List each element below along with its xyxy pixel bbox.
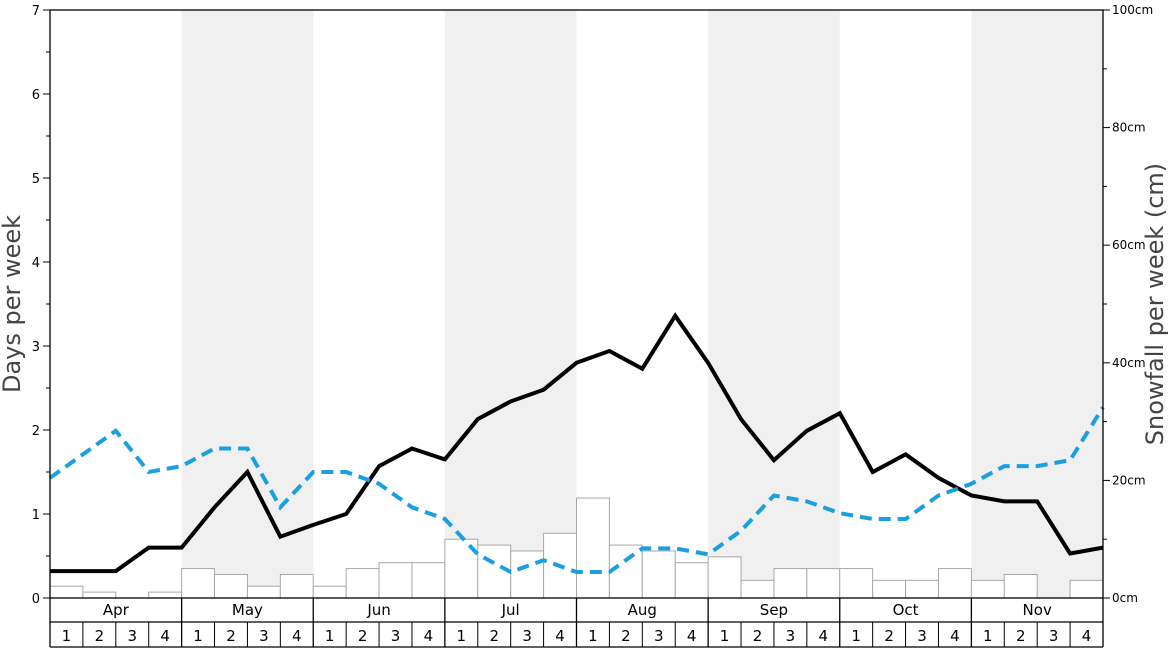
snowfall-bar	[411, 562, 446, 599]
week-label: 3	[786, 627, 796, 645]
snowfall-bar	[970, 579, 1005, 599]
month-band	[971, 10, 1103, 598]
snowfall-bar	[510, 550, 545, 599]
snowfall-bar	[312, 585, 347, 599]
snowfall-bar	[49, 585, 84, 599]
week-label: 4	[950, 627, 960, 645]
snowfall-bar	[279, 573, 314, 599]
month-band	[708, 10, 840, 598]
month-label: Apr	[103, 601, 130, 619]
snowfall-bars	[49, 497, 1104, 599]
month-label: Jun	[366, 601, 390, 619]
snowfall-bar	[740, 579, 775, 599]
week-label: 2	[226, 627, 236, 645]
month-label: May	[232, 601, 263, 619]
left-tick-label: 6	[32, 88, 40, 103]
month-label: Aug	[628, 601, 657, 619]
week-label: 1	[983, 627, 993, 645]
month-label: Jul	[501, 601, 520, 619]
week-label: 3	[654, 627, 664, 645]
snowfall-bar	[1069, 579, 1104, 599]
right-tick-label: 40cm	[1112, 356, 1146, 370]
snowfall-bar	[246, 585, 281, 599]
snowfall-bar	[378, 562, 413, 599]
month-band	[181, 10, 314, 598]
right-tick-label: 100cm	[1112, 3, 1153, 17]
snowfall-bar	[608, 544, 643, 599]
month-bands	[181, 10, 1103, 598]
week-label: 1	[851, 627, 861, 645]
snowfall-bar	[214, 573, 248, 599]
month-label: Oct	[893, 601, 919, 619]
week-label: 2	[753, 627, 763, 645]
week-label: 3	[917, 627, 927, 645]
month-band	[444, 10, 577, 598]
snowfall-bar	[82, 591, 117, 599]
right-tick-label: 20cm	[1112, 473, 1146, 487]
snowfall-bar	[345, 568, 380, 599]
week-label: 2	[358, 627, 368, 645]
week-label: 1	[325, 627, 335, 645]
left-tick-label: 1	[32, 508, 40, 523]
x-axis: Apr May Jun Jul Aug Sep Oct Nov 1 2 3 4 1 2 3 4 1 2 3 4 1 2 3 4…	[49, 598, 1104, 648]
week-label: 3	[1049, 627, 1059, 645]
week-label: 2	[884, 627, 894, 645]
left-tick-label: 7	[32, 4, 40, 19]
snowfall-bar	[148, 591, 183, 599]
week-label: 2	[1016, 627, 1026, 645]
week-label: 4	[819, 627, 829, 645]
left-axis-title: Days per week	[0, 215, 26, 393]
snowfall-bar	[773, 568, 808, 599]
solid-series-line	[50, 312, 1104, 574]
week-label: 2	[489, 627, 499, 645]
left-tick-label: 4	[32, 256, 40, 271]
week-label: 3	[259, 627, 269, 645]
week-label: 1	[457, 627, 467, 645]
week-label: 3	[522, 627, 532, 645]
week-label: 1	[62, 627, 72, 645]
right-tick-label: 60cm	[1112, 238, 1146, 252]
snowfall-bar	[674, 562, 709, 599]
month-label: Sep	[760, 601, 788, 619]
week-label: 3	[127, 627, 137, 645]
left-tick-label: 2	[32, 424, 40, 439]
left-axis: 0 1 2 3 4 5 6 7	[32, 4, 50, 607]
snowfall-bar	[872, 579, 907, 599]
week-label: 4	[424, 627, 434, 645]
snowfall-bar	[839, 568, 874, 599]
days-lines	[48, 312, 1105, 575]
week-label: 4	[292, 627, 302, 645]
left-tick-label: 0	[32, 592, 40, 607]
month-label: Nov	[1023, 601, 1052, 619]
week-label: 2	[621, 627, 631, 645]
right-tick-label: 80cm	[1112, 121, 1146, 135]
snowfall-bar	[181, 568, 216, 599]
week-label: 4	[1082, 627, 1092, 645]
week-label: 1	[588, 627, 598, 645]
dashed-series-line	[48, 406, 1105, 575]
week-label: 1	[720, 627, 730, 645]
snowfall-bar	[576, 497, 610, 599]
week-label: 2	[95, 627, 105, 645]
right-tick-label: 0cm	[1112, 591, 1138, 605]
week-label: 4	[555, 627, 565, 645]
week-label: 4	[160, 627, 170, 645]
snowfall-bar	[707, 556, 742, 599]
snowfall-bar	[937, 568, 972, 599]
week-label: 4	[687, 627, 697, 645]
week-label: 3	[391, 627, 401, 645]
snowfall-bar	[477, 544, 512, 599]
right-axis: 0cm 20cm 40cm 60cm 80cm 100cm	[1103, 3, 1153, 605]
right-axis-title: Snowfall per week (cm)	[1141, 163, 1168, 445]
left-tick-label: 5	[32, 172, 40, 187]
snowfall-bar	[806, 568, 841, 599]
snowfall-bar	[905, 579, 939, 599]
week-label: 1	[193, 627, 203, 645]
snowfall-bar	[641, 550, 676, 599]
snowfall-bar	[1003, 573, 1038, 599]
left-tick-label: 3	[32, 340, 40, 355]
